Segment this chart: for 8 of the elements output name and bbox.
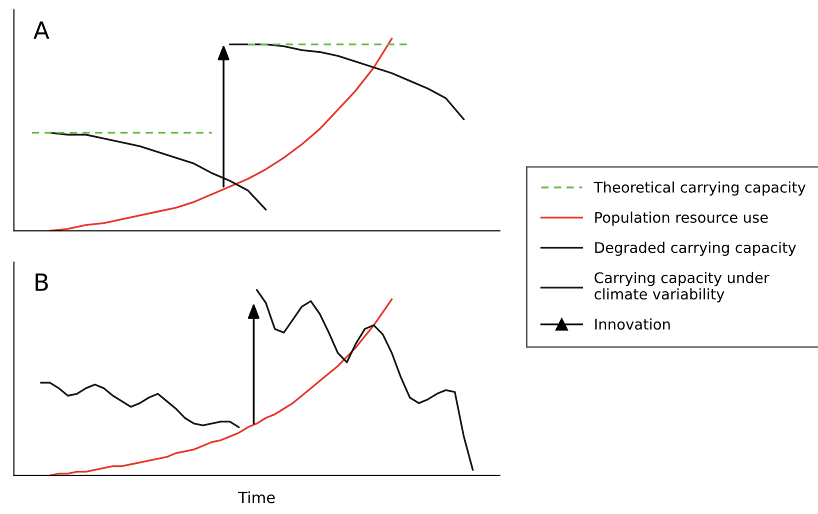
chart-title: B (36, 274, 48, 291)
text: Innovation (595, 318, 670, 330)
x-axis-title: Time (238, 491, 275, 504)
text: Carrying capacity under climate variability (594, 272, 770, 302)
chart-title: A (34, 22, 50, 39)
legend-label: Degraded carrying capacity (595, 242, 796, 256)
legend-label: Population resource use (595, 212, 768, 226)
legend-label: Theoretical carrying capacity (594, 181, 806, 196)
